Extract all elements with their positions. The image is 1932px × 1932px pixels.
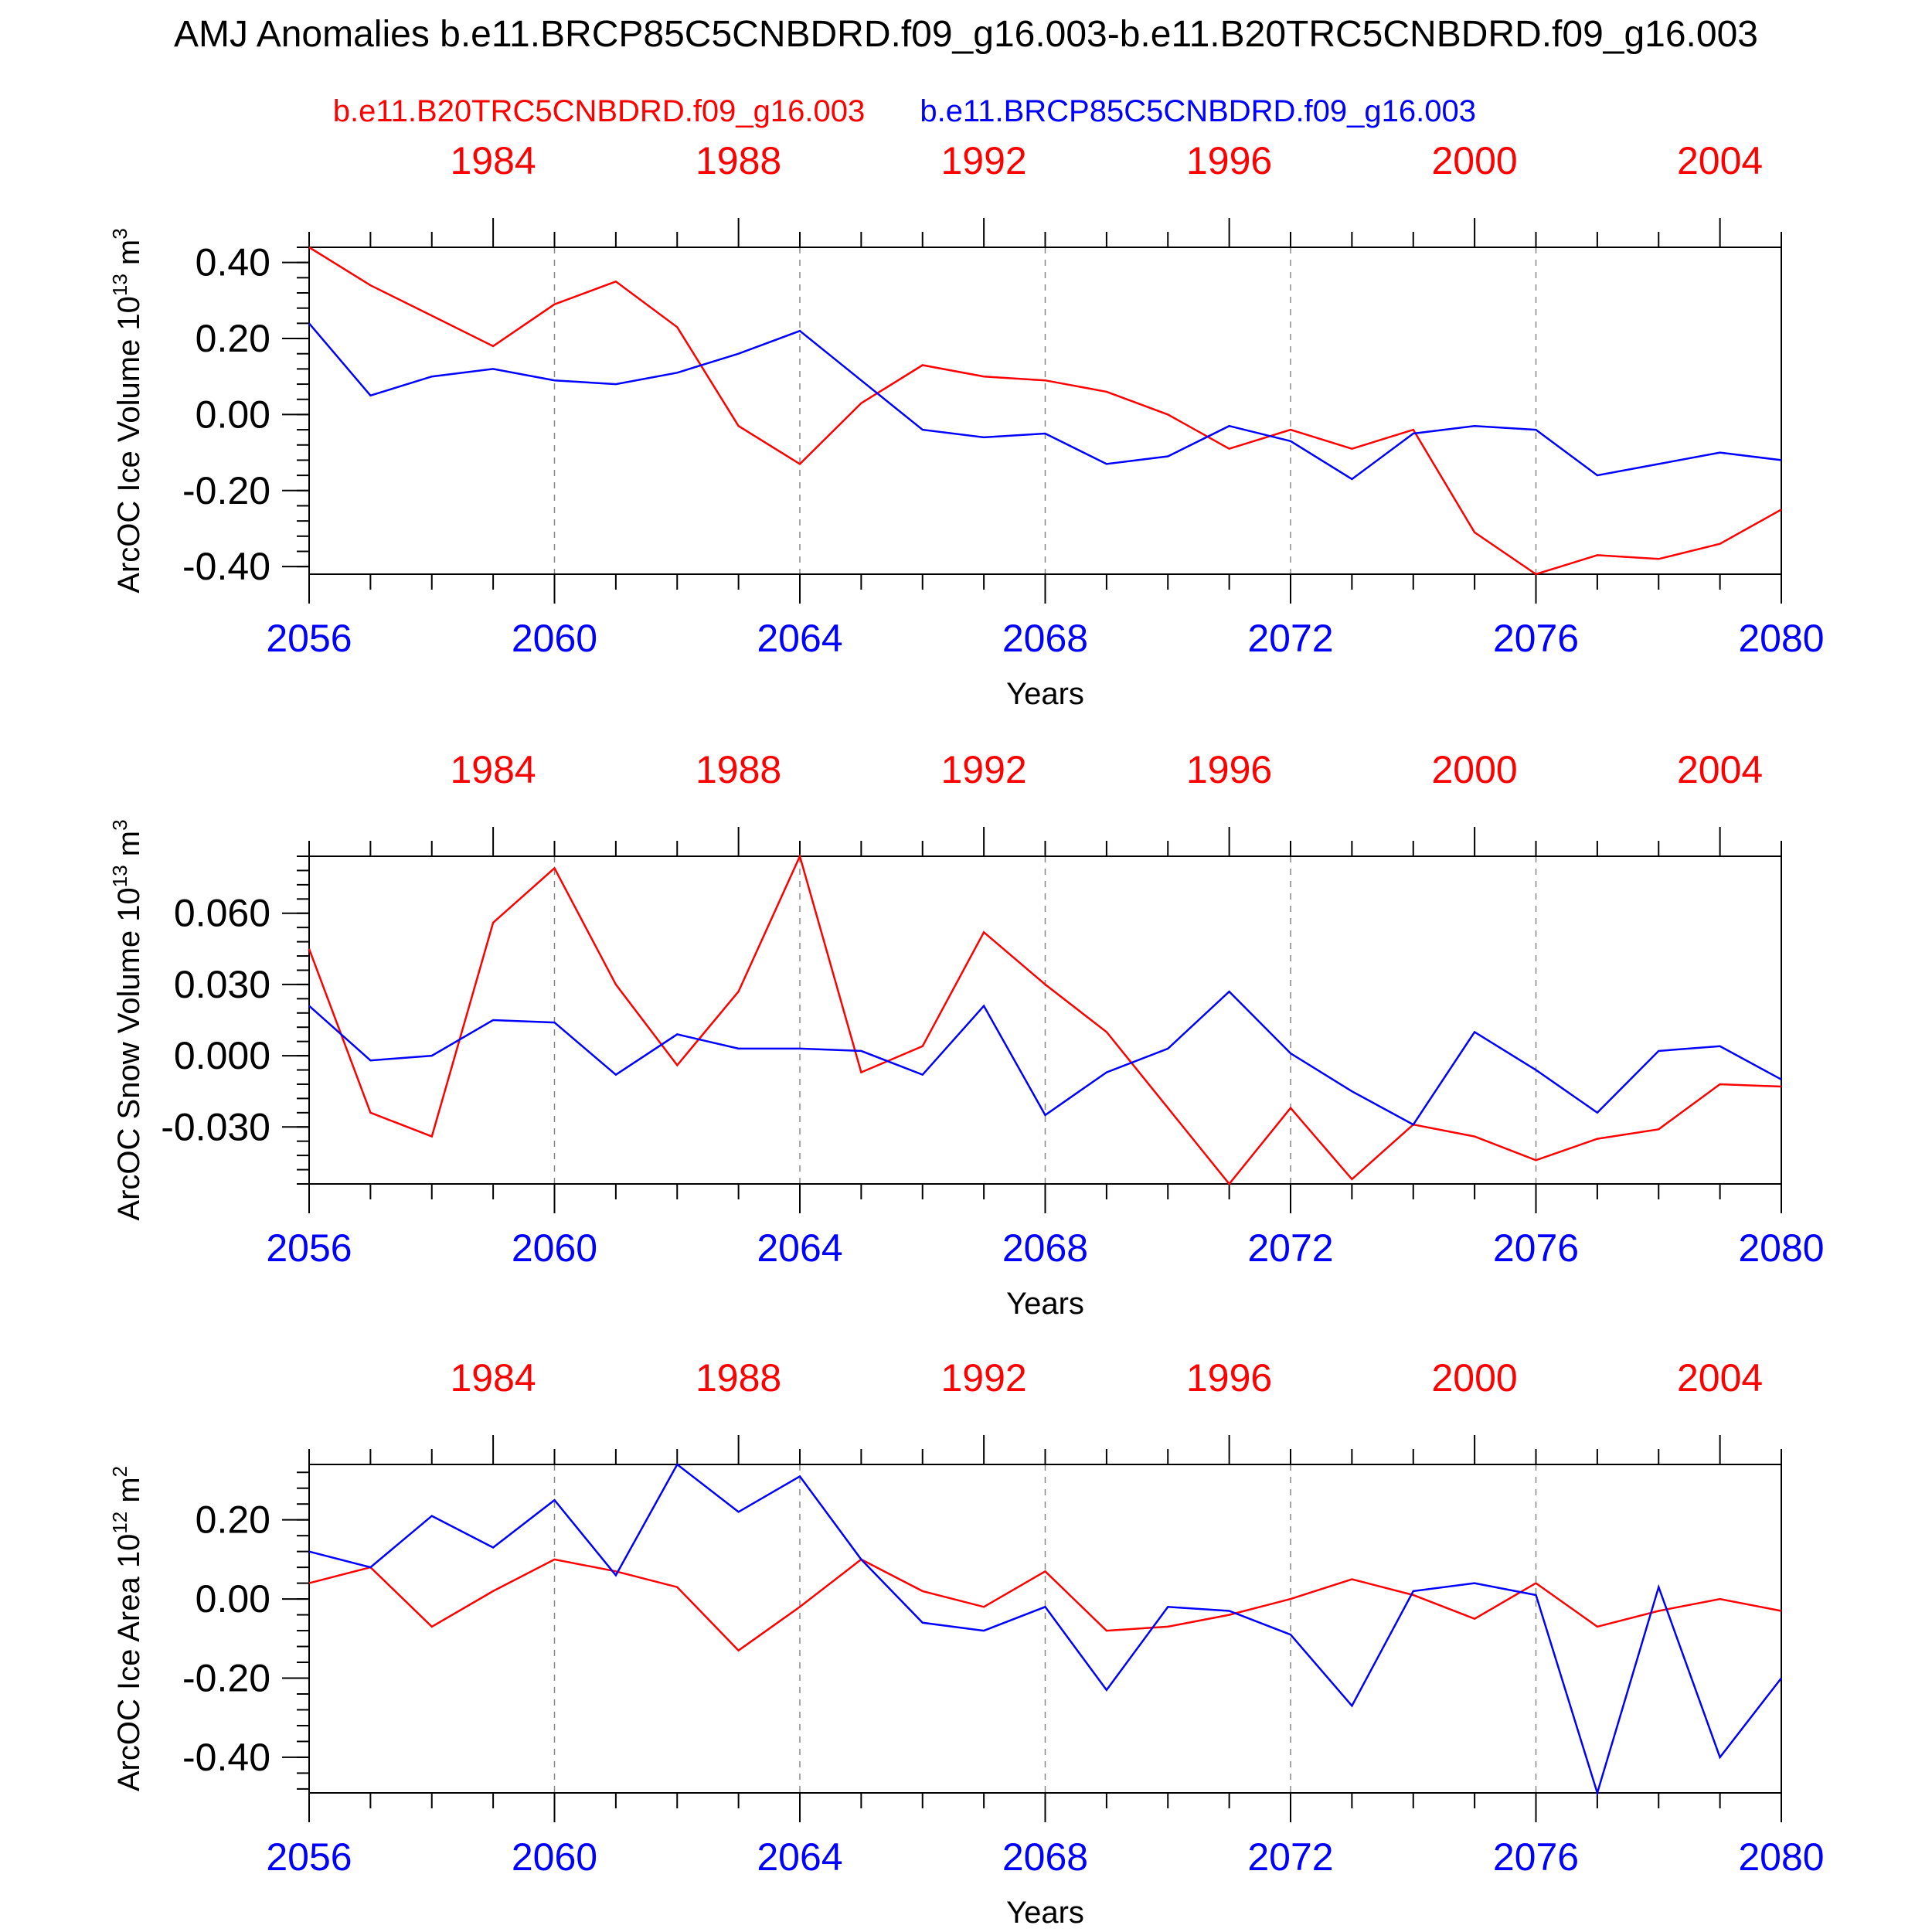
top-year-label: 2000 bbox=[1432, 748, 1518, 791]
top-year-label: 2004 bbox=[1677, 1356, 1763, 1400]
figure-title: AMJ Anomalies b.e11.BRCP85C5CNBDRD.f09_g… bbox=[174, 14, 1758, 55]
bottom-year-label: 2080 bbox=[1738, 1226, 1824, 1270]
y-tick-label: 0.40 bbox=[196, 241, 270, 284]
future-series-line bbox=[308, 1463, 1782, 1797]
y-tick-label: -0.40 bbox=[182, 1736, 270, 1779]
panel-3: 0.20 0.00 -0.20 -0.40 2056 2060 2064 2068 2072 20… bbox=[108, 1356, 1825, 1930]
y-axis-title-exponent: 13 bbox=[108, 274, 131, 296]
bottom-year-label: 2076 bbox=[1493, 617, 1579, 660]
y-axis-title-main: ArcOC Snow Volume 10 bbox=[112, 887, 146, 1220]
y-axis-title: ArcOC Snow Volume 1013 m3 bbox=[108, 819, 146, 1220]
bottom-year-label: 2068 bbox=[1002, 617, 1088, 660]
top-year-label: 1992 bbox=[941, 1356, 1027, 1400]
y-tick-label: 0.20 bbox=[196, 1498, 270, 1542]
y-axis-title: ArcOC Ice Area 1012 m2 bbox=[108, 1466, 146, 1791]
top-year-label: 2000 bbox=[1432, 139, 1518, 182]
top-year-label: 1996 bbox=[1186, 1356, 1272, 1400]
top-year-label: 1988 bbox=[696, 139, 781, 182]
bottom-year-label: 2056 bbox=[266, 1835, 352, 1879]
y-tick-label: 0.20 bbox=[196, 317, 270, 360]
bottom-year-label: 2080 bbox=[1738, 617, 1824, 660]
y-axis-title-exponent: 12 bbox=[108, 1512, 131, 1534]
y-axis-title-unit-exponent: 3 bbox=[108, 228, 131, 239]
bottom-year-label: 2060 bbox=[512, 1835, 597, 1879]
bottom-year-label: 2060 bbox=[512, 1226, 597, 1270]
bottom-year-label: 2068 bbox=[1002, 1226, 1088, 1270]
y-tick-label: 0.060 bbox=[174, 892, 270, 935]
y-axis-title-unit-exponent: 2 bbox=[108, 1466, 131, 1477]
bottom-year-label: 2072 bbox=[1247, 1835, 1333, 1879]
y-tick-label: -0.40 bbox=[182, 545, 270, 588]
y-tick-label: 0.030 bbox=[174, 963, 270, 1006]
top-year-label: 1996 bbox=[1186, 139, 1272, 182]
top-year-label: 1984 bbox=[451, 1356, 536, 1400]
historical-series-line bbox=[308, 1558, 1782, 1652]
y-tick-label: -0.20 bbox=[182, 1657, 270, 1700]
top-year-label: 1992 bbox=[941, 139, 1027, 182]
top-year-label: 1984 bbox=[451, 139, 536, 182]
bottom-year-label: 2056 bbox=[266, 1226, 352, 1270]
y-axis-title-main: ArcOC Ice Area 10 bbox=[112, 1534, 146, 1791]
top-year-label: 1992 bbox=[941, 748, 1027, 791]
top-year-label: 2004 bbox=[1677, 748, 1763, 791]
bottom-year-label: 2068 bbox=[1002, 1835, 1088, 1879]
bottom-year-label: 2056 bbox=[266, 617, 352, 660]
y-tick-label: -0.20 bbox=[182, 469, 270, 512]
bottom-year-label: 2076 bbox=[1493, 1226, 1579, 1270]
panel-1: 0.40 0.20 0.00 -0.20 -0.40 2056 2060 2064 2068 20… bbox=[108, 139, 1825, 711]
y-tick-label: -0.030 bbox=[161, 1105, 270, 1148]
bottom-year-label: 2064 bbox=[757, 1835, 842, 1879]
panel-2: 0.060 0.030 0.000 -0.030 2056 2060 2064 2068 207… bbox=[108, 748, 1825, 1321]
top-year-label: 1996 bbox=[1186, 748, 1272, 791]
top-year-label: 2000 bbox=[1432, 1356, 1518, 1400]
y-axis-title-exponent: 13 bbox=[108, 865, 131, 887]
bottom-year-label: 2064 bbox=[757, 1226, 842, 1270]
top-year-label: 2004 bbox=[1677, 139, 1763, 182]
y-tick-label: 0.000 bbox=[174, 1034, 270, 1077]
bottom-year-label: 2076 bbox=[1493, 1835, 1579, 1879]
bottom-year-label: 2072 bbox=[1247, 617, 1333, 660]
x-axis-title: Years bbox=[1006, 1287, 1084, 1321]
future-run-label: b.e11.BRCP85C5CNBDRD.f09_g16.003 bbox=[920, 94, 1476, 128]
y-tick-label: 0.00 bbox=[196, 393, 270, 436]
top-year-label: 1984 bbox=[451, 748, 536, 791]
y-axis-title-unit: m bbox=[112, 831, 146, 865]
y-axis-title: ArcOC Ice Volume 1013 m3 bbox=[108, 228, 146, 593]
top-year-label: 1988 bbox=[696, 1356, 781, 1400]
y-axis-title-unit: m bbox=[112, 240, 146, 274]
historical-series-line bbox=[308, 853, 1782, 1185]
future-series-line bbox=[308, 990, 1782, 1126]
future-series-line bbox=[308, 322, 1782, 481]
y-axis-title-main: ArcOC Ice Volume 10 bbox=[112, 296, 146, 594]
bottom-year-label: 2080 bbox=[1738, 1835, 1824, 1879]
historical-series-line bbox=[308, 246, 1782, 576]
y-axis-title-unit: m bbox=[112, 1477, 146, 1511]
top-year-label: 1988 bbox=[696, 748, 781, 791]
historical-run-label: b.e11.B20TRC5CNBDRD.f09_g16.003 bbox=[333, 94, 866, 128]
x-axis-title: Years bbox=[1006, 677, 1084, 711]
y-axis-title-unit-exponent: 3 bbox=[108, 819, 131, 830]
bottom-year-label: 2072 bbox=[1247, 1226, 1333, 1270]
x-axis-title: Years bbox=[1006, 1896, 1084, 1930]
bottom-year-label: 2060 bbox=[512, 617, 597, 660]
bottom-year-label: 2064 bbox=[757, 617, 842, 660]
y-tick-label: 0.00 bbox=[196, 1577, 270, 1621]
